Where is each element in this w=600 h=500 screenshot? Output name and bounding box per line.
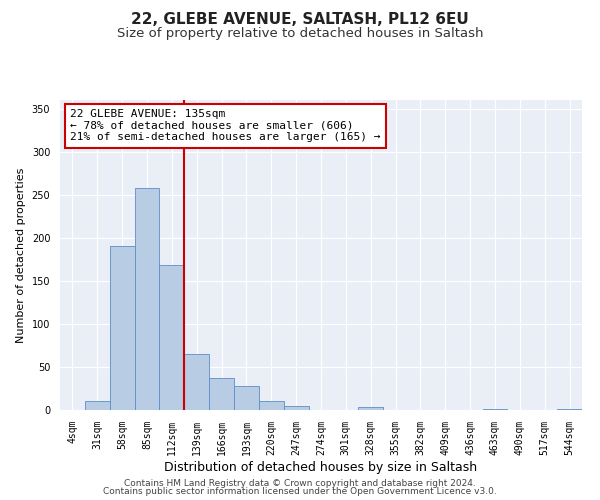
Bar — [234, 386, 259, 410]
Bar — [134, 188, 160, 410]
Bar — [110, 246, 134, 410]
Bar — [358, 408, 383, 410]
X-axis label: Distribution of detached houses by size in Saltash: Distribution of detached houses by size … — [164, 460, 478, 473]
Y-axis label: Number of detached properties: Number of detached properties — [16, 168, 26, 342]
Text: 22 GLEBE AVENUE: 135sqm
← 78% of detached houses are smaller (606)
21% of semi-d: 22 GLEBE AVENUE: 135sqm ← 78% of detache… — [70, 110, 381, 142]
Bar — [482, 409, 508, 410]
Bar — [209, 378, 234, 410]
Bar — [259, 400, 284, 410]
Text: Contains HM Land Registry data © Crown copyright and database right 2024.: Contains HM Land Registry data © Crown c… — [124, 478, 476, 488]
Text: 22, GLEBE AVENUE, SALTASH, PL12 6EU: 22, GLEBE AVENUE, SALTASH, PL12 6EU — [131, 12, 469, 28]
Bar — [85, 402, 110, 410]
Bar — [184, 354, 209, 410]
Bar — [160, 266, 184, 410]
Text: Size of property relative to detached houses in Saltash: Size of property relative to detached ho… — [117, 28, 483, 40]
Bar — [284, 406, 308, 410]
Bar — [557, 409, 582, 410]
Text: Contains public sector information licensed under the Open Government Licence v3: Contains public sector information licen… — [103, 487, 497, 496]
